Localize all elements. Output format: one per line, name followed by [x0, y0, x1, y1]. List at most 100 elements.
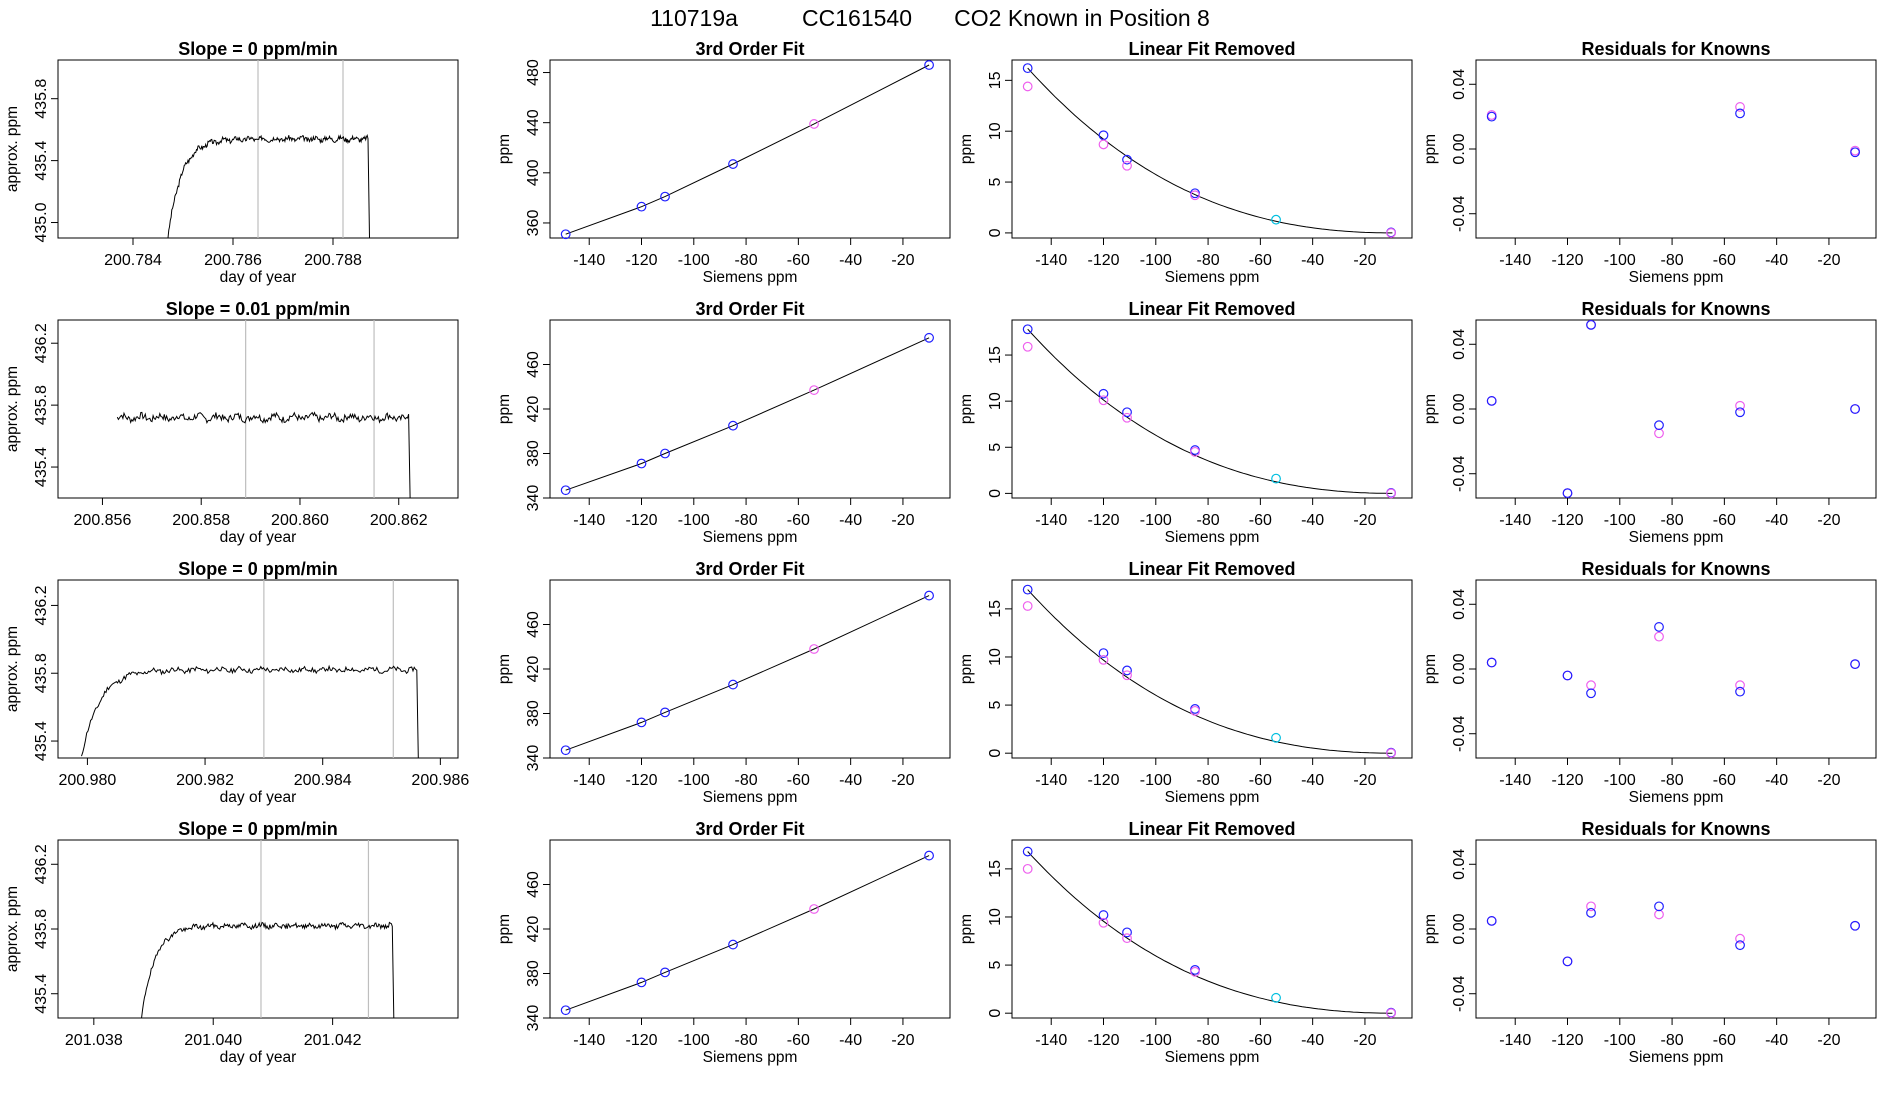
- x-tick-label: -80: [735, 772, 758, 789]
- plot-frame: [1475, 319, 1877, 499]
- x-tick-label: -40: [839, 1032, 862, 1049]
- panel-title: Slope = 0 ppm/min: [178, 39, 338, 59]
- x-tick-label: 200.858: [172, 512, 230, 529]
- y-tick-label: 420: [525, 656, 542, 683]
- fit-panel: -140 -120 -100 -80 -60 -40 -20 360 400 440 480 Siem…: [496, 39, 951, 286]
- residuals-panel: -140 -120 -100 -80 -60 -40 -20 -0.04 0.00 0.04 Sie…: [1422, 819, 1877, 1066]
- linear-removed-panel: -140 -120 -100 -80 -60 -40 -20 0 5 10 15 Siemens pp…: [958, 39, 1413, 286]
- y-tick-label: 0.04: [1451, 849, 1468, 880]
- y-tick-label: 435.8: [33, 385, 50, 425]
- y-tick-label: 440: [525, 109, 542, 136]
- y-tick-label: 0: [987, 749, 1004, 758]
- trace-panel: 200.980 200.982 200.984 200.986 435.4 435.8 43…: [4, 559, 469, 806]
- y-tick-label: 435.8: [33, 79, 50, 119]
- x-tick-label: -100: [1140, 1032, 1172, 1049]
- fit-point: [809, 385, 819, 395]
- residual-point: [1850, 147, 1860, 158]
- y-axis-label: approx. ppm: [4, 106, 21, 192]
- x-tick-label: -100: [1604, 252, 1636, 269]
- linear-removed-point: [1098, 130, 1109, 141]
- x-axis-label: Siemens ppm: [703, 269, 798, 286]
- fit-point: [728, 939, 738, 950]
- linear-removed-point: [1022, 584, 1033, 595]
- y-tick-label: 0.00: [1451, 393, 1468, 424]
- panel-title: 3rd Order Fit: [695, 559, 804, 579]
- title-tank-id: CC161540: [802, 5, 912, 31]
- x-tick-label: -40: [1765, 772, 1788, 789]
- linear-removed-point: [1122, 412, 1132, 423]
- x-tick-label: -40: [1765, 252, 1788, 269]
- x-tick-label: -60: [1249, 1032, 1272, 1049]
- linear-removed-point: [1022, 601, 1033, 611]
- linear-removed-point: [1022, 63, 1033, 74]
- x-tick-label: -20: [1353, 772, 1376, 789]
- x-tick-label: -20: [891, 772, 914, 789]
- plot-frame: [549, 579, 951, 759]
- x-axis-label: Siemens ppm: [1629, 529, 1724, 546]
- linear-removed-point: [1122, 407, 1132, 418]
- x-tick-label: -60: [787, 1032, 810, 1049]
- x-axis-label: Siemens ppm: [1629, 269, 1724, 286]
- x-tick-label: -60: [1249, 252, 1272, 269]
- y-tick-label: 480: [525, 59, 542, 86]
- linear-removed-point: [1386, 488, 1396, 499]
- y-tick-label: 436.2: [33, 844, 50, 884]
- x-tick-label: -100: [678, 252, 710, 269]
- y-tick-label: 0: [987, 489, 1004, 498]
- fit-point: [924, 60, 934, 70]
- y-axis-label: ppm: [496, 134, 513, 164]
- x-tick-label: -120: [1551, 772, 1583, 789]
- y-tick-label: 340: [525, 485, 542, 512]
- panel-title: Linear Fit Removed: [1128, 819, 1295, 839]
- y-tick-label: 0.04: [1451, 69, 1468, 100]
- linear-removed-point: [1098, 654, 1109, 665]
- fit-point: [924, 590, 934, 601]
- trace-panel: 200.784 200.786 200.788 435.0 435.4 435.8 day …: [4, 39, 459, 286]
- x-axis-label: Siemens ppm: [1629, 789, 1724, 806]
- title-run-id: 110719a: [650, 5, 738, 31]
- linear-removed-point: [1386, 1008, 1396, 1019]
- linear-removed-point: [1022, 846, 1033, 857]
- y-axis-label: ppm: [1422, 394, 1439, 424]
- x-tick-label: -140: [1499, 772, 1531, 789]
- plot-frame: [1011, 319, 1413, 499]
- panel-title: Slope = 0 ppm/min: [178, 559, 338, 579]
- residual-curve: [1027, 851, 1393, 1014]
- x-tick-label: -140: [1035, 772, 1067, 789]
- x-tick-label: -20: [1353, 512, 1376, 529]
- x-tick-label: -20: [1353, 1032, 1376, 1049]
- x-tick-label: -140: [1499, 512, 1531, 529]
- fit-panel: -140 -120 -100 -80 -60 -40 -20 340 380 420 460 Siem…: [496, 819, 951, 1066]
- y-tick-label: 15: [987, 346, 1004, 364]
- x-tick-label: -140: [573, 252, 605, 269]
- trace-panel: 201.038 201.040 201.042 435.4 435.8 436.2 day …: [4, 819, 459, 1066]
- fit-point: [924, 332, 934, 343]
- x-tick-label: -60: [1249, 772, 1272, 789]
- residual-point: [1654, 622, 1664, 632]
- fit-point: [660, 707, 670, 718]
- y-tick-label: 5: [987, 961, 1004, 970]
- linear-removed-point: [1122, 160, 1132, 171]
- fit-curve: [565, 855, 930, 1011]
- x-tick-label: -140: [573, 512, 605, 529]
- ppm-trace: [167, 133, 370, 239]
- residual-point: [1654, 901, 1664, 912]
- linear-removed-point: [1190, 964, 1200, 975]
- x-axis-label: Siemens ppm: [703, 529, 798, 546]
- x-tick-label: -120: [1551, 252, 1583, 269]
- linear-removed-point: [1271, 732, 1281, 743]
- plot-frame: [549, 319, 951, 499]
- residual-point: [1486, 396, 1497, 406]
- x-tick-label: -60: [1713, 252, 1736, 269]
- y-axis-label: approx. ppm: [4, 366, 21, 452]
- plot-frame: [549, 59, 951, 239]
- residuals-panel: -140 -120 -100 -80 -60 -40 -20 -0.04 0.00 0.04 Sie…: [1422, 39, 1877, 286]
- x-tick-label: -40: [1301, 772, 1324, 789]
- y-tick-label: 436.2: [33, 323, 50, 363]
- x-tick-label: -80: [1197, 772, 1220, 789]
- linear-removed-point: [1386, 228, 1396, 238]
- residual-point: [1850, 920, 1860, 931]
- residual-point: [1735, 108, 1745, 119]
- x-tick-label: -40: [839, 252, 862, 269]
- x-tick-label: -60: [787, 252, 810, 269]
